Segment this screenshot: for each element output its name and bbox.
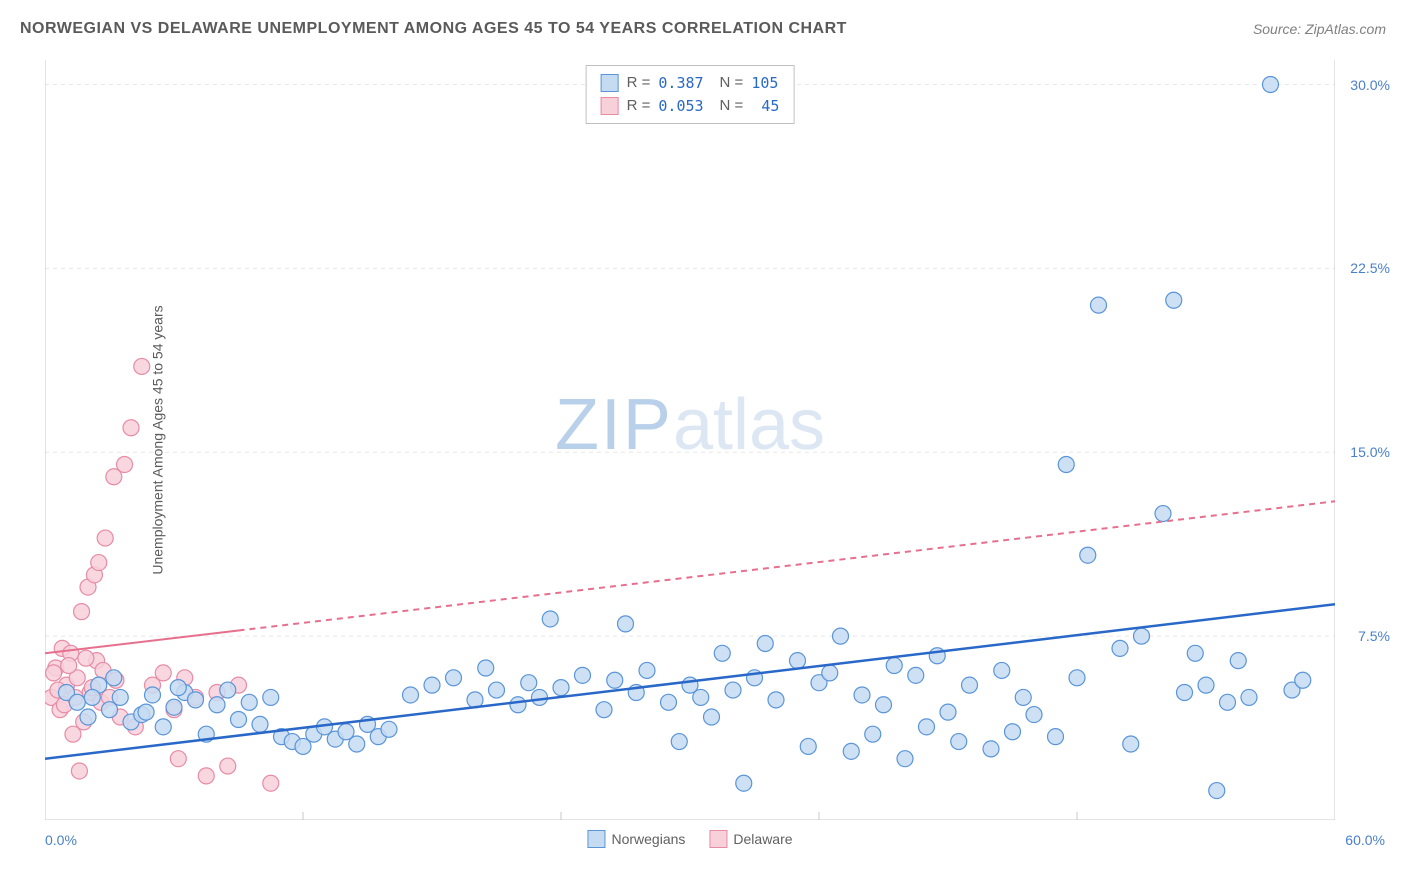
y-tick-label: 22.5% <box>1350 260 1390 276</box>
x-axis-max: 60.0% <box>1345 832 1385 848</box>
chart-area: Unemployment Among Ages 45 to 54 years Z… <box>45 60 1335 820</box>
legend-item-delaware: Delaware <box>709 830 792 848</box>
swatch-norwegians-icon <box>587 830 605 848</box>
series-legend: Norwegians Delaware <box>587 830 792 848</box>
x-axis-min: 0.0% <box>45 832 77 848</box>
legend-row-delaware: R = 0.053 N = 45 <box>601 95 780 118</box>
source-attribution: Source: ZipAtlas.com <box>1253 21 1386 37</box>
scatter-plot <box>45 60 1335 820</box>
legend-item-norwegians: Norwegians <box>587 830 685 848</box>
swatch-delaware <box>601 97 619 115</box>
legend-row-norwegians: R = 0.387 N = 105 <box>601 72 780 95</box>
swatch-norwegians <box>601 74 619 92</box>
y-tick-label: 15.0% <box>1350 444 1390 460</box>
chart-title: NORWEGIAN VS DELAWARE UNEMPLOYMENT AMONG… <box>20 20 847 38</box>
y-tick-label: 30.0% <box>1350 77 1390 93</box>
correlation-legend: R = 0.387 N = 105 R = 0.053 N = 45 <box>586 65 795 124</box>
swatch-delaware-icon <box>709 830 727 848</box>
y-tick-label: 7.5% <box>1358 628 1390 644</box>
